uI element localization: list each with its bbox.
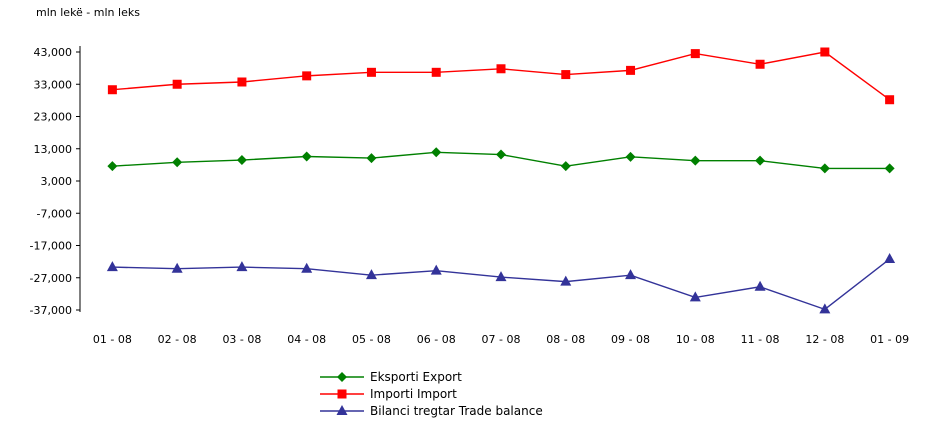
data-point-square [561, 70, 571, 80]
data-point-diamond [625, 151, 636, 162]
legend-label: Eksporti Export [370, 370, 462, 384]
series-line-square [112, 51, 891, 101]
x-tick-label: 05 - 08 [352, 333, 391, 346]
data-point-triangle [560, 275, 572, 286]
data-point-diamond [819, 163, 830, 174]
y-tick-label: -27,000 [30, 272, 72, 285]
data-point-square [626, 65, 636, 75]
y-tick-label: -17,000 [30, 240, 72, 253]
data-point-square [302, 71, 312, 81]
y-tick-label: 33,000 [34, 78, 73, 91]
data-point-triangle [430, 264, 442, 275]
data-point-diamond [107, 161, 118, 172]
data-point-triangle [754, 280, 766, 291]
y-tick-label: 3,000 [41, 175, 73, 188]
data-point-square [496, 64, 506, 74]
data-point-diamond [366, 153, 377, 164]
data-point-diamond [236, 155, 247, 166]
data-point-square [431, 67, 441, 77]
data-point-triangle [171, 262, 183, 273]
x-tick-label: 12 - 08 [805, 333, 844, 346]
x-tick-label: 01 - 08 [93, 333, 132, 346]
data-point-diamond [755, 155, 766, 166]
data-point-square [366, 67, 376, 77]
x-tick-label: 01 - 09 [870, 333, 909, 346]
x-tick-label: 07 - 08 [482, 333, 521, 346]
data-point-diamond [301, 151, 312, 162]
data-point-square [885, 95, 895, 105]
x-tick-label: 02 - 08 [158, 333, 197, 346]
data-point-triangle [365, 269, 377, 280]
data-point-triangle [301, 262, 313, 273]
data-point-triangle [689, 291, 701, 302]
data-point-diamond [496, 149, 506, 160]
y-tick-label: 43,000 [34, 46, 73, 59]
legend-label: Bilanci tregtar Trade balance [370, 404, 543, 418]
data-point-triangle [106, 261, 118, 272]
x-tick-label: 06 - 08 [417, 333, 456, 346]
data-point-diamond [431, 147, 442, 158]
data-point-square [237, 77, 247, 87]
data-point-triangle [819, 303, 831, 314]
data-point-triangle [884, 253, 896, 264]
legend-marker-diamond [337, 372, 347, 382]
data-point-triangle [625, 269, 637, 280]
y-tick-label: -37,000 [30, 304, 72, 317]
data-point-triangle [236, 261, 248, 272]
data-point-triangle [495, 271, 507, 282]
y-tick-label: 23,000 [34, 111, 73, 124]
x-tick-label: 03 - 08 [222, 333, 261, 346]
data-point-square [172, 79, 182, 89]
legend-marker-triangle [336, 405, 348, 415]
data-point-square [690, 49, 700, 59]
data-point-diamond [172, 157, 183, 168]
series-line-triangle [112, 258, 891, 311]
data-point-diamond [884, 163, 895, 174]
data-point-diamond [560, 161, 571, 172]
legend-marker-square [337, 389, 347, 399]
data-point-square [107, 85, 117, 95]
x-tick-label: 08 - 08 [546, 333, 585, 346]
x-tick-label: 11 - 08 [741, 333, 780, 346]
y-tick-label: -7,000 [37, 207, 72, 220]
x-tick-label: 10 - 08 [676, 333, 715, 346]
unit-label: mln lekë - mln leks [36, 6, 140, 19]
x-tick-label: 04 - 08 [287, 333, 326, 346]
legend-label: Importi Import [370, 387, 457, 401]
data-point-square [755, 59, 765, 69]
y-tick-label: 13,000 [34, 143, 73, 156]
data-point-diamond [690, 155, 701, 166]
x-tick-label: 09 - 08 [611, 333, 650, 346]
data-point-square [820, 47, 830, 57]
